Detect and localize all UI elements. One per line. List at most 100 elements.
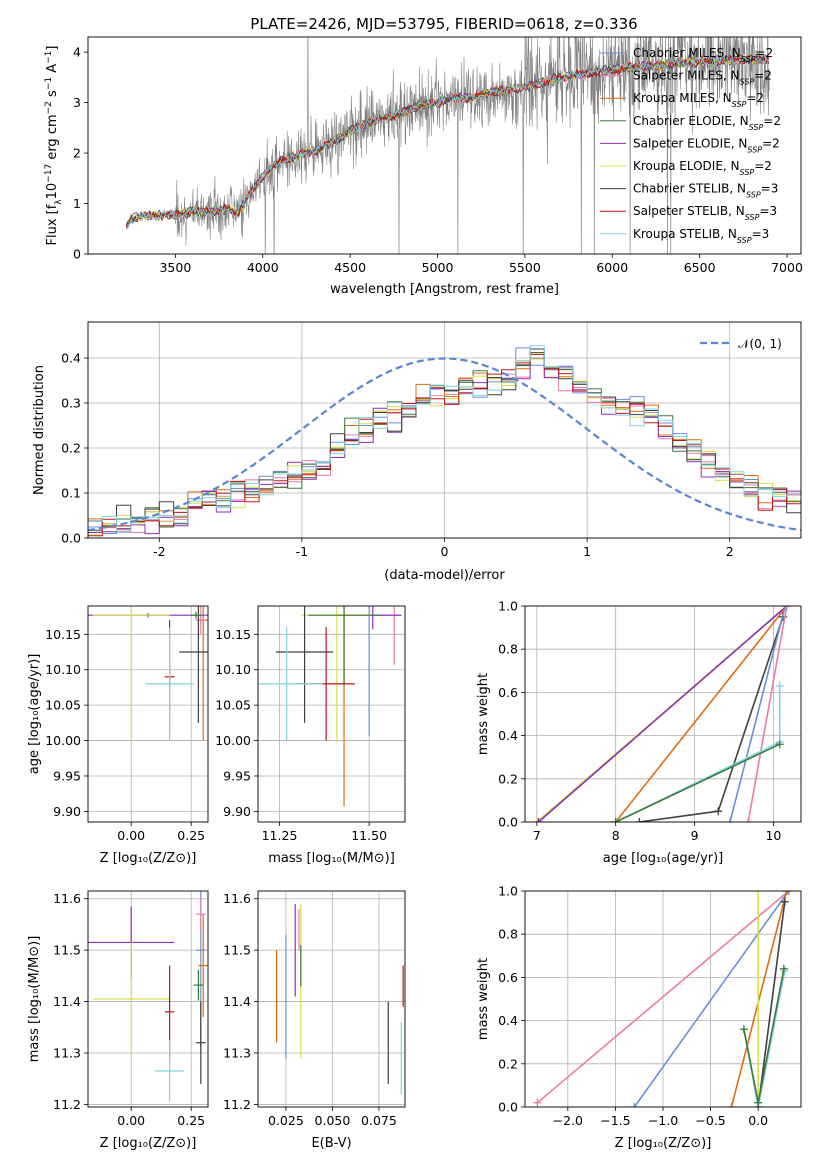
x-tick-label: 4000 [247,260,279,275]
legend-entry: Chabrier ELODIE, NSSP=2 [633,114,781,132]
y-tick-label: 0.6 [498,685,518,700]
y-axis-label-part: s [45,90,60,101]
weight-line [730,891,788,1107]
x-tick-label: 6500 [684,260,716,275]
x-tick-label: 11.50 [351,828,387,843]
weight-line [615,685,781,822]
y-tick-label: 11.2 [53,1097,81,1112]
y-tick-label: 11.2 [223,1097,251,1112]
legend-entry-part: Salpeter ELODIE, N [633,136,747,150]
weight-marker [782,606,791,610]
weight-marker [781,606,790,610]
legend-entry-part: =2 [754,69,772,83]
y-axis-label-part: −17 [44,164,54,183]
legend-entry: Kroupa STELIB, NSSP=3 [633,227,769,245]
legend-entry: Chabrier MILES, NSSP=2 [633,46,773,64]
y-axis-label-part: −1 [44,51,54,64]
legend-entry-part: Salpeter MILES, N [633,69,740,83]
weight-marker [726,818,735,822]
y-axis-label-part: ] [45,46,60,51]
legend-entry-part: Salpeter STELIB, N [633,204,745,218]
legend-entry-part: =2 [746,91,764,105]
legend-entry-part: SSP [741,55,756,64]
y-tick-label: 0.1 [61,486,81,501]
weight-vs-age-panel: 7 8 9 10 0.0 0.2 0.4 0.6 0.8 1.0 age [log₁₀(age/yr… [476,599,802,866]
legend-entry: 𝒩(0, 1) [738,337,782,351]
age-vs-mass-grid [258,606,405,822]
errorbar-point [258,627,323,741]
errorbar-point [196,1001,206,1084]
axes-frame [257,890,406,1108]
legend-entry-part: =2 [762,136,780,150]
errorbar-point [179,606,208,723]
errorbar-point [92,606,170,743]
y-tick-label: 10.10 [45,662,81,677]
y-tick-label: 11.5 [223,943,251,958]
age-vs-metallicity-panel: 0.00 0.25 9.90 9.95 10.00 10.05 10.10 10.15 Z [l… [27,605,209,866]
legend-entry-part: SSP [746,190,761,199]
x-tick-label: 0.075 [361,1113,397,1128]
axes-frame [87,321,802,539]
weight-marker [744,818,753,822]
x-tick-label: 2 [726,544,734,559]
y-tick-label: 9.95 [223,768,251,783]
y-tick-label: 10.10 [215,662,251,677]
y-tick-label: 1.0 [498,884,518,899]
errorbar-point [193,969,204,1001]
y-tick-label: 0.0 [498,1100,518,1115]
weight-line [536,891,790,1104]
y-axis-label: mass [log₁₀(M/M⊙)] [27,936,42,1063]
y-axis-label-part: 10 [45,183,60,200]
legend-entry-part: Chabrier STELIB, N [633,182,746,196]
residuals-grid [88,322,801,539]
y-tick-label: 10.00 [45,733,81,748]
weight-marker [782,891,791,895]
y-tick-label: 11.5 [53,943,81,958]
y-axis-label-part: erg cm [45,114,60,163]
model-spectrum-line [126,54,770,228]
weight-vs-Z-plot-area [533,891,793,1107]
x-tick-label: 7000 [771,260,803,275]
weight-marker [784,891,793,895]
legend-entry-part: Chabrier MILES, N [633,46,741,60]
x-tick-label: 0.25 [177,1113,205,1128]
weight-marker [775,740,784,749]
x-axis-label: age [log₁₀(age/yr)] [603,851,724,866]
y-tick-label: 2 [73,146,81,161]
errorbar-point [308,606,380,687]
spectrum-plot-area [126,37,770,254]
y-tick-label: 9.90 [223,804,251,819]
errorbar-point [275,606,334,723]
x-axis-label: (data-model)/error [384,568,505,583]
y-tick-label: 0.0 [498,815,518,830]
y-tick-label: 10.15 [45,627,81,642]
legend-entry-part: =3 [759,204,777,218]
y-axis-label-part: −2 [44,101,54,114]
age-vs-Z-grid [88,606,208,822]
axes-frame [87,36,802,255]
y-tick-label: 1 [73,196,81,211]
axes-frame [87,890,209,1108]
y-axis-label-part: A [45,64,60,77]
x-tick-label: −2.0 [553,1113,583,1128]
y-tick-label: 11.6 [223,891,251,906]
y-tick-label: 0.3 [61,396,81,411]
y-axis-label: Normed distribution [32,365,47,495]
weight-marker [714,807,723,816]
weight-marker [739,1025,748,1034]
x-axis-label: Z [log₁₀(Z/Z⊙)] [100,1136,197,1151]
axes-frame [524,890,802,1108]
x-tick-label: 1 [583,544,591,559]
x-axis-label: E(B-V) [311,1136,351,1151]
weight-line [615,743,781,822]
y-tick-label: 11.4 [53,994,81,1009]
x-tick-label: 10 [765,828,781,843]
x-tick-label: −1.0 [648,1113,678,1128]
weight-marker [534,818,543,822]
x-tick-label: 0.025 [268,1113,304,1128]
legend-entry-part: SSP [749,122,764,131]
legend-entry: Salpeter STELIB, NSSP=3 [633,204,777,222]
legend-entry-part: SSP [737,235,752,244]
